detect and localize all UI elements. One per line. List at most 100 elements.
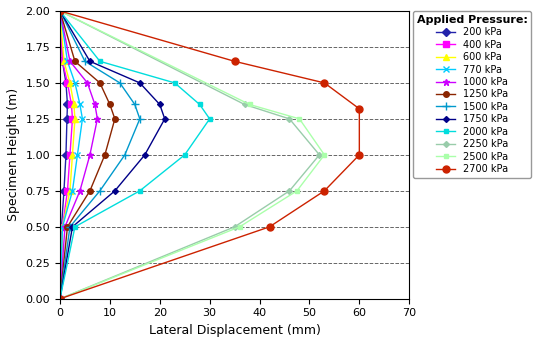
2000 kPa: [136, 189, 143, 193]
770 kPa: [77, 103, 83, 107]
600 kPa: [57, 297, 63, 301]
Line: 1750 kPa: 1750 kPa: [58, 9, 167, 301]
Legend: 200 kPa, 400 kPa, 600 kPa, 770 kPa, 1000 kPa, 1250 kPa, 1500 kPa, 1750 kPa, 2000: 200 kPa, 400 kPa, 600 kPa, 770 kPa, 1000…: [413, 11, 531, 178]
1500 kPa: [122, 153, 128, 157]
1750 kPa: [69, 225, 75, 229]
2500 kPa: [294, 189, 300, 193]
2250 kPa: [241, 103, 248, 107]
200 kPa: [64, 117, 70, 121]
400 kPa: [57, 297, 63, 301]
770 kPa: [79, 117, 86, 121]
1250 kPa: [72, 59, 78, 63]
Y-axis label: Specimen Height (m): Specimen Height (m): [7, 88, 20, 222]
2250 kPa: [316, 153, 323, 157]
200 kPa: [61, 189, 67, 193]
1500 kPa: [82, 59, 88, 63]
2700 kPa: [57, 9, 63, 13]
1250 kPa: [112, 117, 118, 121]
2500 kPa: [246, 103, 253, 107]
2700 kPa: [356, 107, 363, 111]
1000 kPa: [67, 59, 73, 63]
400 kPa: [57, 9, 63, 13]
1750 kPa: [57, 297, 63, 301]
600 kPa: [61, 59, 67, 63]
2000 kPa: [196, 103, 203, 107]
1750 kPa: [112, 189, 118, 193]
1250 kPa: [57, 297, 63, 301]
1000 kPa: [57, 297, 63, 301]
600 kPa: [72, 117, 78, 121]
1750 kPa: [87, 59, 93, 63]
1250 kPa: [64, 225, 71, 229]
Line: 200 kPa: 200 kPa: [57, 8, 70, 302]
1000 kPa: [92, 103, 98, 107]
600 kPa: [71, 103, 77, 107]
200 kPa: [57, 9, 63, 13]
200 kPa: [58, 225, 65, 229]
2700 kPa: [266, 225, 273, 229]
400 kPa: [64, 81, 71, 85]
2000 kPa: [171, 81, 178, 85]
Line: 770 kPa: 770 kPa: [57, 8, 86, 302]
1000 kPa: [57, 9, 63, 13]
1750 kPa: [57, 9, 63, 13]
200 kPa: [57, 297, 63, 301]
770 kPa: [64, 59, 71, 63]
1250 kPa: [57, 9, 63, 13]
200 kPa: [63, 81, 69, 85]
770 kPa: [74, 153, 81, 157]
2000 kPa: [72, 225, 78, 229]
2000 kPa: [96, 59, 103, 63]
400 kPa: [59, 225, 66, 229]
1250 kPa: [87, 189, 93, 193]
1500 kPa: [116, 81, 123, 85]
600 kPa: [67, 81, 73, 85]
2500 kPa: [321, 153, 328, 157]
1000 kPa: [62, 225, 68, 229]
1500 kPa: [57, 297, 63, 301]
2700 kPa: [231, 59, 238, 63]
2000 kPa: [206, 117, 213, 121]
1750 kPa: [142, 153, 148, 157]
600 kPa: [59, 225, 66, 229]
1250 kPa: [107, 103, 113, 107]
770 kPa: [57, 9, 63, 13]
2000 kPa: [57, 297, 63, 301]
2700 kPa: [321, 189, 328, 193]
Line: 600 kPa: 600 kPa: [57, 8, 78, 302]
1000 kPa: [94, 117, 101, 121]
200 kPa: [63, 153, 69, 157]
Line: 1250 kPa: 1250 kPa: [57, 8, 118, 302]
2500 kPa: [296, 117, 303, 121]
Line: 2250 kPa: 2250 kPa: [58, 9, 321, 301]
1500 kPa: [96, 189, 103, 193]
Line: 1500 kPa: 1500 kPa: [56, 7, 144, 303]
2250 kPa: [57, 297, 63, 301]
1500 kPa: [132, 103, 138, 107]
1250 kPa: [96, 81, 103, 85]
Line: 2500 kPa: 2500 kPa: [58, 9, 327, 301]
Line: 2000 kPa: 2000 kPa: [58, 9, 212, 301]
400 kPa: [64, 189, 71, 193]
770 kPa: [69, 189, 75, 193]
1500 kPa: [136, 117, 143, 121]
2700 kPa: [356, 153, 363, 157]
2250 kPa: [57, 9, 63, 13]
2500 kPa: [237, 225, 243, 229]
1000 kPa: [84, 81, 91, 85]
200 kPa: [59, 59, 66, 63]
Line: 400 kPa: 400 kPa: [57, 8, 75, 302]
770 kPa: [57, 297, 63, 301]
2700 kPa: [57, 297, 63, 301]
1000 kPa: [77, 189, 83, 193]
600 kPa: [67, 189, 73, 193]
400 kPa: [68, 103, 75, 107]
200 kPa: [64, 103, 71, 107]
1250 kPa: [102, 153, 108, 157]
Line: 1000 kPa: 1000 kPa: [57, 8, 101, 302]
2250 kPa: [286, 117, 293, 121]
1750 kPa: [156, 103, 163, 107]
1500 kPa: [67, 225, 73, 229]
400 kPa: [67, 153, 73, 157]
600 kPa: [57, 9, 63, 13]
